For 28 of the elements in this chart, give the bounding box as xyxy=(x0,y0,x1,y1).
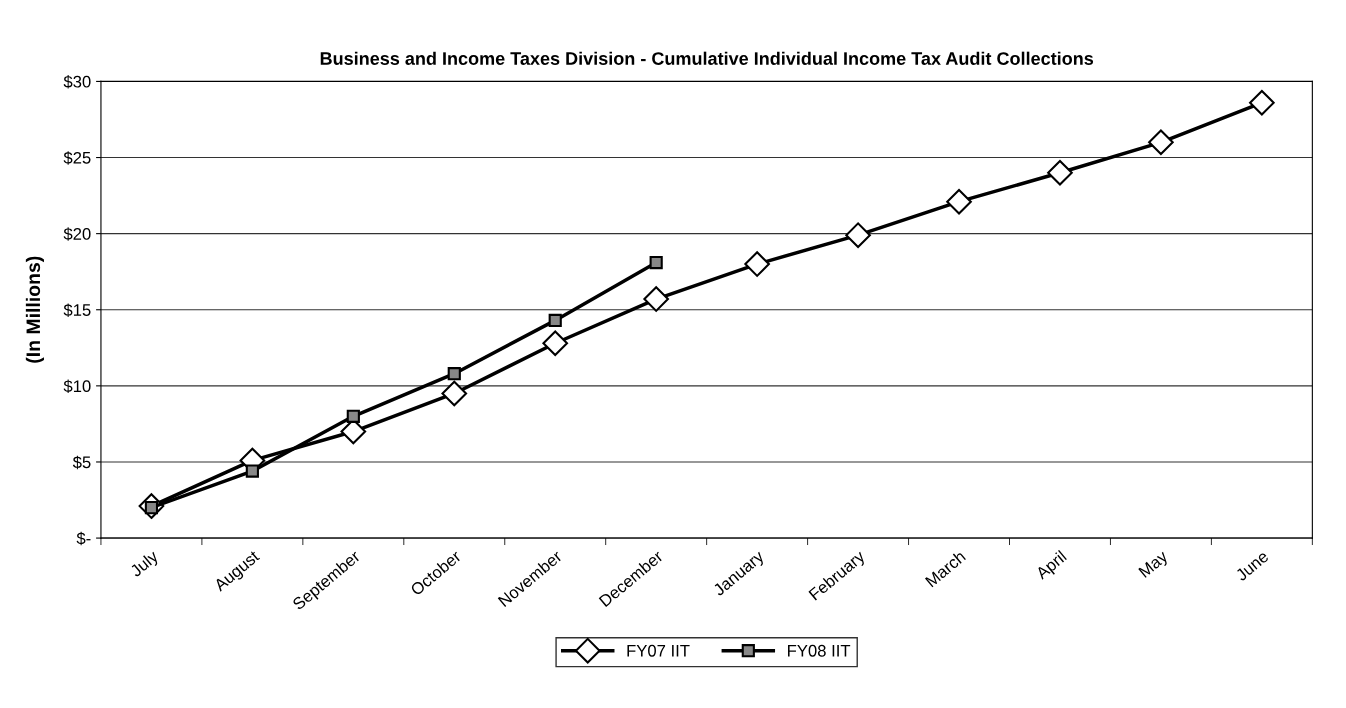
point xyxy=(441,380,468,407)
x-tick-label: May xyxy=(1138,549,1171,581)
y-tick-label: $10 xyxy=(63,379,91,394)
point xyxy=(245,464,259,478)
point xyxy=(946,188,972,215)
y-tick-label: $20 xyxy=(63,227,91,241)
chart-title: Business and Income Taxes Division - Cumulative Individual Income Tax Audit Collections xyxy=(320,51,1094,65)
legend-label: FY07 IIT xyxy=(627,644,690,657)
point xyxy=(542,330,569,357)
point xyxy=(548,313,562,327)
point xyxy=(447,367,461,381)
point xyxy=(346,409,360,423)
point xyxy=(1047,159,1073,186)
legend-label: FY08 IIT xyxy=(788,644,851,657)
y-tick-label: $5 xyxy=(72,455,91,470)
point xyxy=(1249,89,1275,116)
point xyxy=(649,255,663,270)
x-tick-label: June xyxy=(1234,550,1270,582)
point xyxy=(744,251,770,277)
point xyxy=(1148,129,1174,156)
point xyxy=(643,286,669,312)
y-axis-title: (In Millions) xyxy=(25,256,44,363)
y-tick-label: $30 xyxy=(63,75,91,89)
y-tick-label: $25 xyxy=(63,151,91,165)
y-tick-label: $- xyxy=(76,531,91,546)
point xyxy=(845,222,871,248)
y-tick-label: $15 xyxy=(63,303,91,317)
x-tick-label: July xyxy=(128,549,162,580)
